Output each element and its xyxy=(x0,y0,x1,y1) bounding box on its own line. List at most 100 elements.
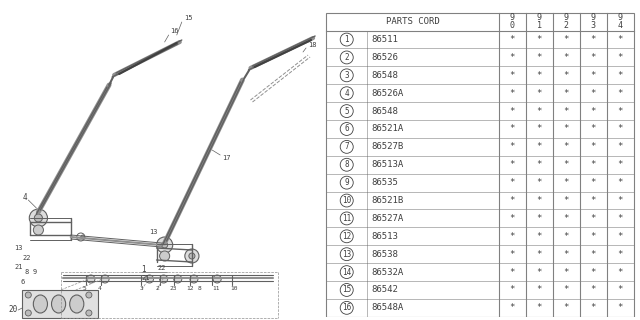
Text: *: * xyxy=(591,35,596,44)
Text: 14: 14 xyxy=(342,268,351,276)
Text: *: * xyxy=(536,53,542,62)
Text: *: * xyxy=(536,285,542,294)
Text: *: * xyxy=(509,124,515,133)
Circle shape xyxy=(190,275,198,283)
Text: 21: 21 xyxy=(14,264,22,270)
Text: 86511: 86511 xyxy=(372,35,399,44)
Text: 4: 4 xyxy=(344,89,349,98)
Text: 8: 8 xyxy=(344,160,349,169)
Text: 9
1: 9 1 xyxy=(537,13,542,30)
Text: 2: 2 xyxy=(156,285,159,291)
Text: 20: 20 xyxy=(8,306,17,315)
Text: *: * xyxy=(509,250,515,259)
Text: *: * xyxy=(509,107,515,116)
Circle shape xyxy=(86,310,92,316)
Text: *: * xyxy=(564,285,569,294)
Ellipse shape xyxy=(33,295,47,313)
Text: *: * xyxy=(564,107,569,116)
Text: *: * xyxy=(536,71,542,80)
Text: 13: 13 xyxy=(342,250,351,259)
Text: *: * xyxy=(564,250,569,259)
Text: *: * xyxy=(536,250,542,259)
Text: *: * xyxy=(509,214,515,223)
Circle shape xyxy=(161,242,168,248)
Text: 5: 5 xyxy=(83,285,86,291)
Text: 86513A: 86513A xyxy=(372,160,404,169)
Text: 86535: 86535 xyxy=(372,178,399,187)
Text: *: * xyxy=(509,142,515,151)
Text: 9
2: 9 2 xyxy=(564,13,569,30)
Circle shape xyxy=(25,310,31,316)
Text: *: * xyxy=(618,232,623,241)
Text: *: * xyxy=(509,160,515,169)
Text: *: * xyxy=(591,285,596,294)
Text: *: * xyxy=(618,35,623,44)
Text: *: * xyxy=(591,71,596,80)
Text: 1: 1 xyxy=(141,266,146,275)
Text: *: * xyxy=(564,268,569,276)
Text: *: * xyxy=(564,214,569,223)
Text: *: * xyxy=(618,303,623,312)
Text: *: * xyxy=(591,268,596,276)
Text: 5: 5 xyxy=(344,107,349,116)
Text: 10: 10 xyxy=(342,196,351,205)
Text: *: * xyxy=(509,178,515,187)
Text: *: * xyxy=(536,124,542,133)
Text: *: * xyxy=(536,89,542,98)
Text: *: * xyxy=(618,214,623,223)
Text: *: * xyxy=(509,71,515,80)
Text: *: * xyxy=(564,160,569,169)
Text: *: * xyxy=(564,232,569,241)
Text: *: * xyxy=(536,178,542,187)
Text: 86526A: 86526A xyxy=(372,89,404,98)
Circle shape xyxy=(185,249,199,263)
Text: 22: 22 xyxy=(22,255,31,261)
Text: *: * xyxy=(536,214,542,223)
Text: *: * xyxy=(591,160,596,169)
Text: 16: 16 xyxy=(170,28,178,34)
Text: 3: 3 xyxy=(344,71,349,80)
Text: *: * xyxy=(591,214,596,223)
Text: 86548A: 86548A xyxy=(372,303,404,312)
Text: 4: 4 xyxy=(98,285,102,291)
Text: 86538: 86538 xyxy=(372,250,399,259)
Text: 4: 4 xyxy=(22,194,27,203)
Text: *: * xyxy=(618,142,623,151)
Circle shape xyxy=(159,251,170,261)
Circle shape xyxy=(157,237,173,253)
Text: *: * xyxy=(509,232,515,241)
Text: 10: 10 xyxy=(230,285,238,291)
Text: *: * xyxy=(509,303,515,312)
Text: 86532A: 86532A xyxy=(372,268,404,276)
Text: *: * xyxy=(618,89,623,98)
Text: *: * xyxy=(591,178,596,187)
Text: 9
3: 9 3 xyxy=(591,13,596,30)
Text: *: * xyxy=(618,71,623,80)
Text: *: * xyxy=(591,232,596,241)
Text: *: * xyxy=(564,35,569,44)
Text: 86527A: 86527A xyxy=(372,214,404,223)
Text: *: * xyxy=(591,53,596,62)
Circle shape xyxy=(35,214,42,222)
Circle shape xyxy=(87,275,95,283)
Text: *: * xyxy=(591,142,596,151)
Text: *: * xyxy=(536,268,542,276)
Text: *: * xyxy=(536,142,542,151)
Text: 13: 13 xyxy=(150,229,158,235)
Circle shape xyxy=(86,292,92,298)
Circle shape xyxy=(159,275,168,283)
Text: *: * xyxy=(564,196,569,205)
Text: 11: 11 xyxy=(212,285,220,291)
Text: *: * xyxy=(509,35,515,44)
Text: *: * xyxy=(591,124,596,133)
Text: 86542: 86542 xyxy=(372,285,399,294)
Text: *: * xyxy=(618,160,623,169)
Text: 3: 3 xyxy=(140,285,143,291)
Text: *: * xyxy=(591,89,596,98)
Text: *: * xyxy=(591,303,596,312)
Text: *: * xyxy=(536,196,542,205)
Circle shape xyxy=(77,233,85,241)
Circle shape xyxy=(81,235,85,239)
Text: *: * xyxy=(591,250,596,259)
Text: 6: 6 xyxy=(344,124,349,133)
